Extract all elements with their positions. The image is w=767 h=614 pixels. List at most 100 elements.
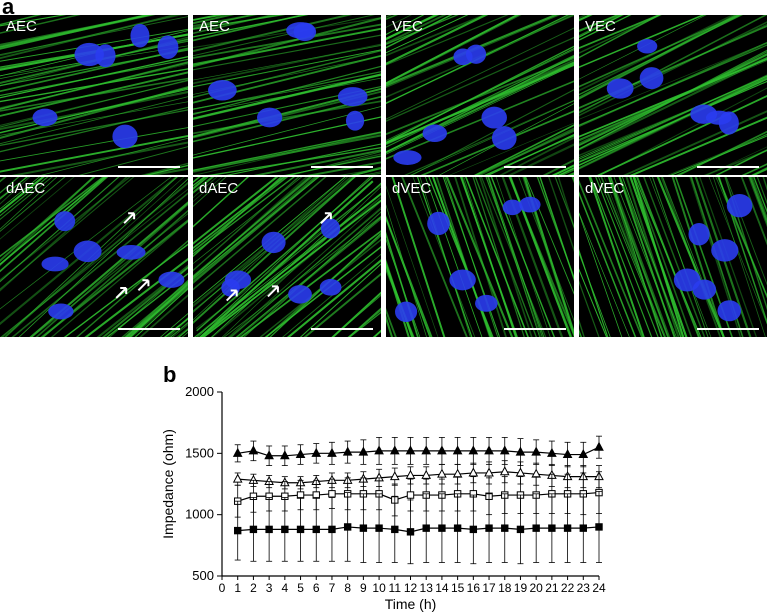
scale-bar <box>697 166 759 168</box>
data-point <box>311 447 322 457</box>
data-point <box>515 446 526 456</box>
data-point <box>232 473 243 483</box>
nucleus <box>393 150 422 165</box>
data-point <box>295 448 306 459</box>
nucleus <box>261 231 286 254</box>
data-point <box>234 526 242 535</box>
data-point <box>312 525 320 534</box>
x-tick-label: 22 <box>561 581 575 595</box>
data-point <box>515 467 526 477</box>
x-tick-label: 11 <box>389 581 402 595</box>
x-axis-label: Time (h) <box>385 596 437 612</box>
scale-bar <box>118 166 180 168</box>
x-tick-label: 0 <box>219 581 226 595</box>
data-point <box>248 445 259 455</box>
data-point <box>499 466 510 476</box>
data-point <box>531 446 541 456</box>
scale-bar <box>311 328 373 330</box>
series-line <box>237 491 600 502</box>
x-tick-label: 17 <box>482 581 496 595</box>
data-point <box>405 445 416 455</box>
nucleus <box>157 35 179 59</box>
nucleus <box>637 39 658 54</box>
data-point <box>342 446 353 456</box>
x-tick-label: 5 <box>297 581 304 595</box>
nucleus <box>73 240 102 263</box>
x-tick-label: 9 <box>360 581 367 595</box>
x-tick-label: 18 <box>498 581 512 595</box>
micrograph-tile: VEC <box>579 15 767 175</box>
nucleus <box>475 294 498 312</box>
x-tick-label: 20 <box>529 581 543 595</box>
x-tick-label: 1 <box>234 581 241 595</box>
scale-bar <box>504 328 566 330</box>
arrow-marker <box>115 287 128 299</box>
micrograph-image <box>579 177 767 337</box>
data-point <box>296 525 305 534</box>
data-point <box>343 523 352 531</box>
data-point <box>405 469 416 479</box>
data-point <box>406 491 415 499</box>
x-tick-label: 15 <box>451 581 465 595</box>
data-point <box>438 524 446 532</box>
arrow-marker <box>267 285 279 298</box>
micrograph-image <box>386 177 574 337</box>
x-tick-label: 19 <box>514 581 528 595</box>
series-line <box>237 471 599 484</box>
nucleus <box>705 110 732 125</box>
data-point <box>453 524 462 532</box>
tile-label: VEC <box>392 18 423 35</box>
micrograph-tile: dVEC <box>386 177 574 337</box>
data-point <box>579 524 587 532</box>
data-point <box>327 447 337 457</box>
nucleus <box>673 268 701 292</box>
x-tick-label: 13 <box>420 581 434 595</box>
nucleus <box>112 124 138 149</box>
data-point <box>468 467 479 477</box>
y-axis-label: Impedance (ohm) <box>160 429 176 539</box>
nucleus <box>726 194 753 218</box>
data-point <box>264 450 274 460</box>
micrograph-image <box>386 15 574 175</box>
x-tick-label: 12 <box>404 581 418 595</box>
tile-label: AEC <box>6 18 37 35</box>
data-point <box>578 448 589 459</box>
y-tick-label: 1500 <box>185 445 214 460</box>
nucleus <box>286 22 315 39</box>
data-point <box>421 445 432 455</box>
data-point <box>485 524 493 532</box>
data-point <box>563 524 572 532</box>
nucleus <box>319 278 342 296</box>
data-point <box>280 450 290 460</box>
data-point <box>437 468 447 478</box>
data-point <box>548 524 556 532</box>
x-tick-label: 16 <box>467 581 481 595</box>
data-point <box>249 525 258 534</box>
data-point <box>359 524 368 532</box>
y-tick-label: 2000 <box>185 384 214 399</box>
tile-label: dVEC <box>585 180 625 197</box>
data-point <box>499 445 510 455</box>
data-point <box>562 448 573 459</box>
nucleus <box>41 256 69 272</box>
arrow-marker <box>123 212 136 224</box>
micrograph-tile: AEC <box>193 15 381 175</box>
nucleus <box>337 87 368 107</box>
micrograph-image <box>193 15 381 175</box>
micrograph-tile: dVEC <box>579 177 767 337</box>
data-point <box>501 524 509 532</box>
scale-bar <box>311 166 373 168</box>
data-point <box>328 525 336 534</box>
arrow-marker <box>226 289 238 302</box>
y-tick-label: 1000 <box>185 507 214 522</box>
tile-label: VEC <box>585 18 616 35</box>
data-point <box>265 525 273 534</box>
data-point <box>375 524 383 532</box>
scale-bar <box>697 328 759 330</box>
nucleus <box>717 300 742 322</box>
nucleus <box>345 110 365 131</box>
data-point <box>232 447 243 457</box>
arrow-marker <box>320 212 332 224</box>
micrograph-image <box>193 177 381 337</box>
